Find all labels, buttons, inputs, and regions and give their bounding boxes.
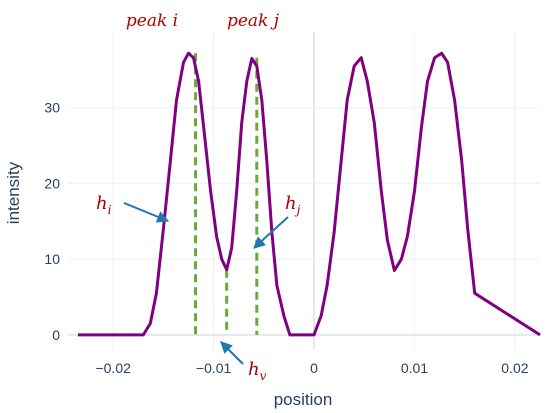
y-ticks: 0 10 20 30	[44, 100, 60, 343]
annotation-h-v: hv	[248, 359, 267, 383]
y-tick-label: 30	[44, 100, 60, 116]
arrow-h-v	[220, 341, 244, 365]
annotation-peak-j: peak j	[227, 11, 280, 31]
series	[78, 51, 541, 337]
grid	[68, 32, 540, 350]
x-tick-label: 0.01	[401, 360, 428, 376]
y-tick-label: 10	[44, 251, 60, 267]
x-tick-label: 0	[310, 360, 318, 376]
arrow-h-j	[253, 216, 289, 249]
annotation-peak-i: peak i	[126, 11, 178, 31]
x-ticks: −0.02 −0.01 0 0.01 0.02	[95, 360, 528, 376]
x-tick-label: −0.02	[95, 360, 131, 376]
drop-lines	[194, 53, 259, 335]
y-axis-title: intensity	[4, 161, 23, 224]
series-line	[78, 51, 541, 337]
y-tick-label: 20	[44, 175, 60, 191]
y-tick-label: 0	[52, 327, 60, 343]
annotation-h-j: hj	[285, 193, 301, 217]
x-axis-title: position	[274, 390, 333, 409]
annotation-h-i: hi	[96, 193, 112, 217]
x-tick-label: 0.02	[501, 360, 528, 376]
x-tick-label: −0.01	[196, 360, 232, 376]
arrow-h-i	[123, 202, 170, 223]
